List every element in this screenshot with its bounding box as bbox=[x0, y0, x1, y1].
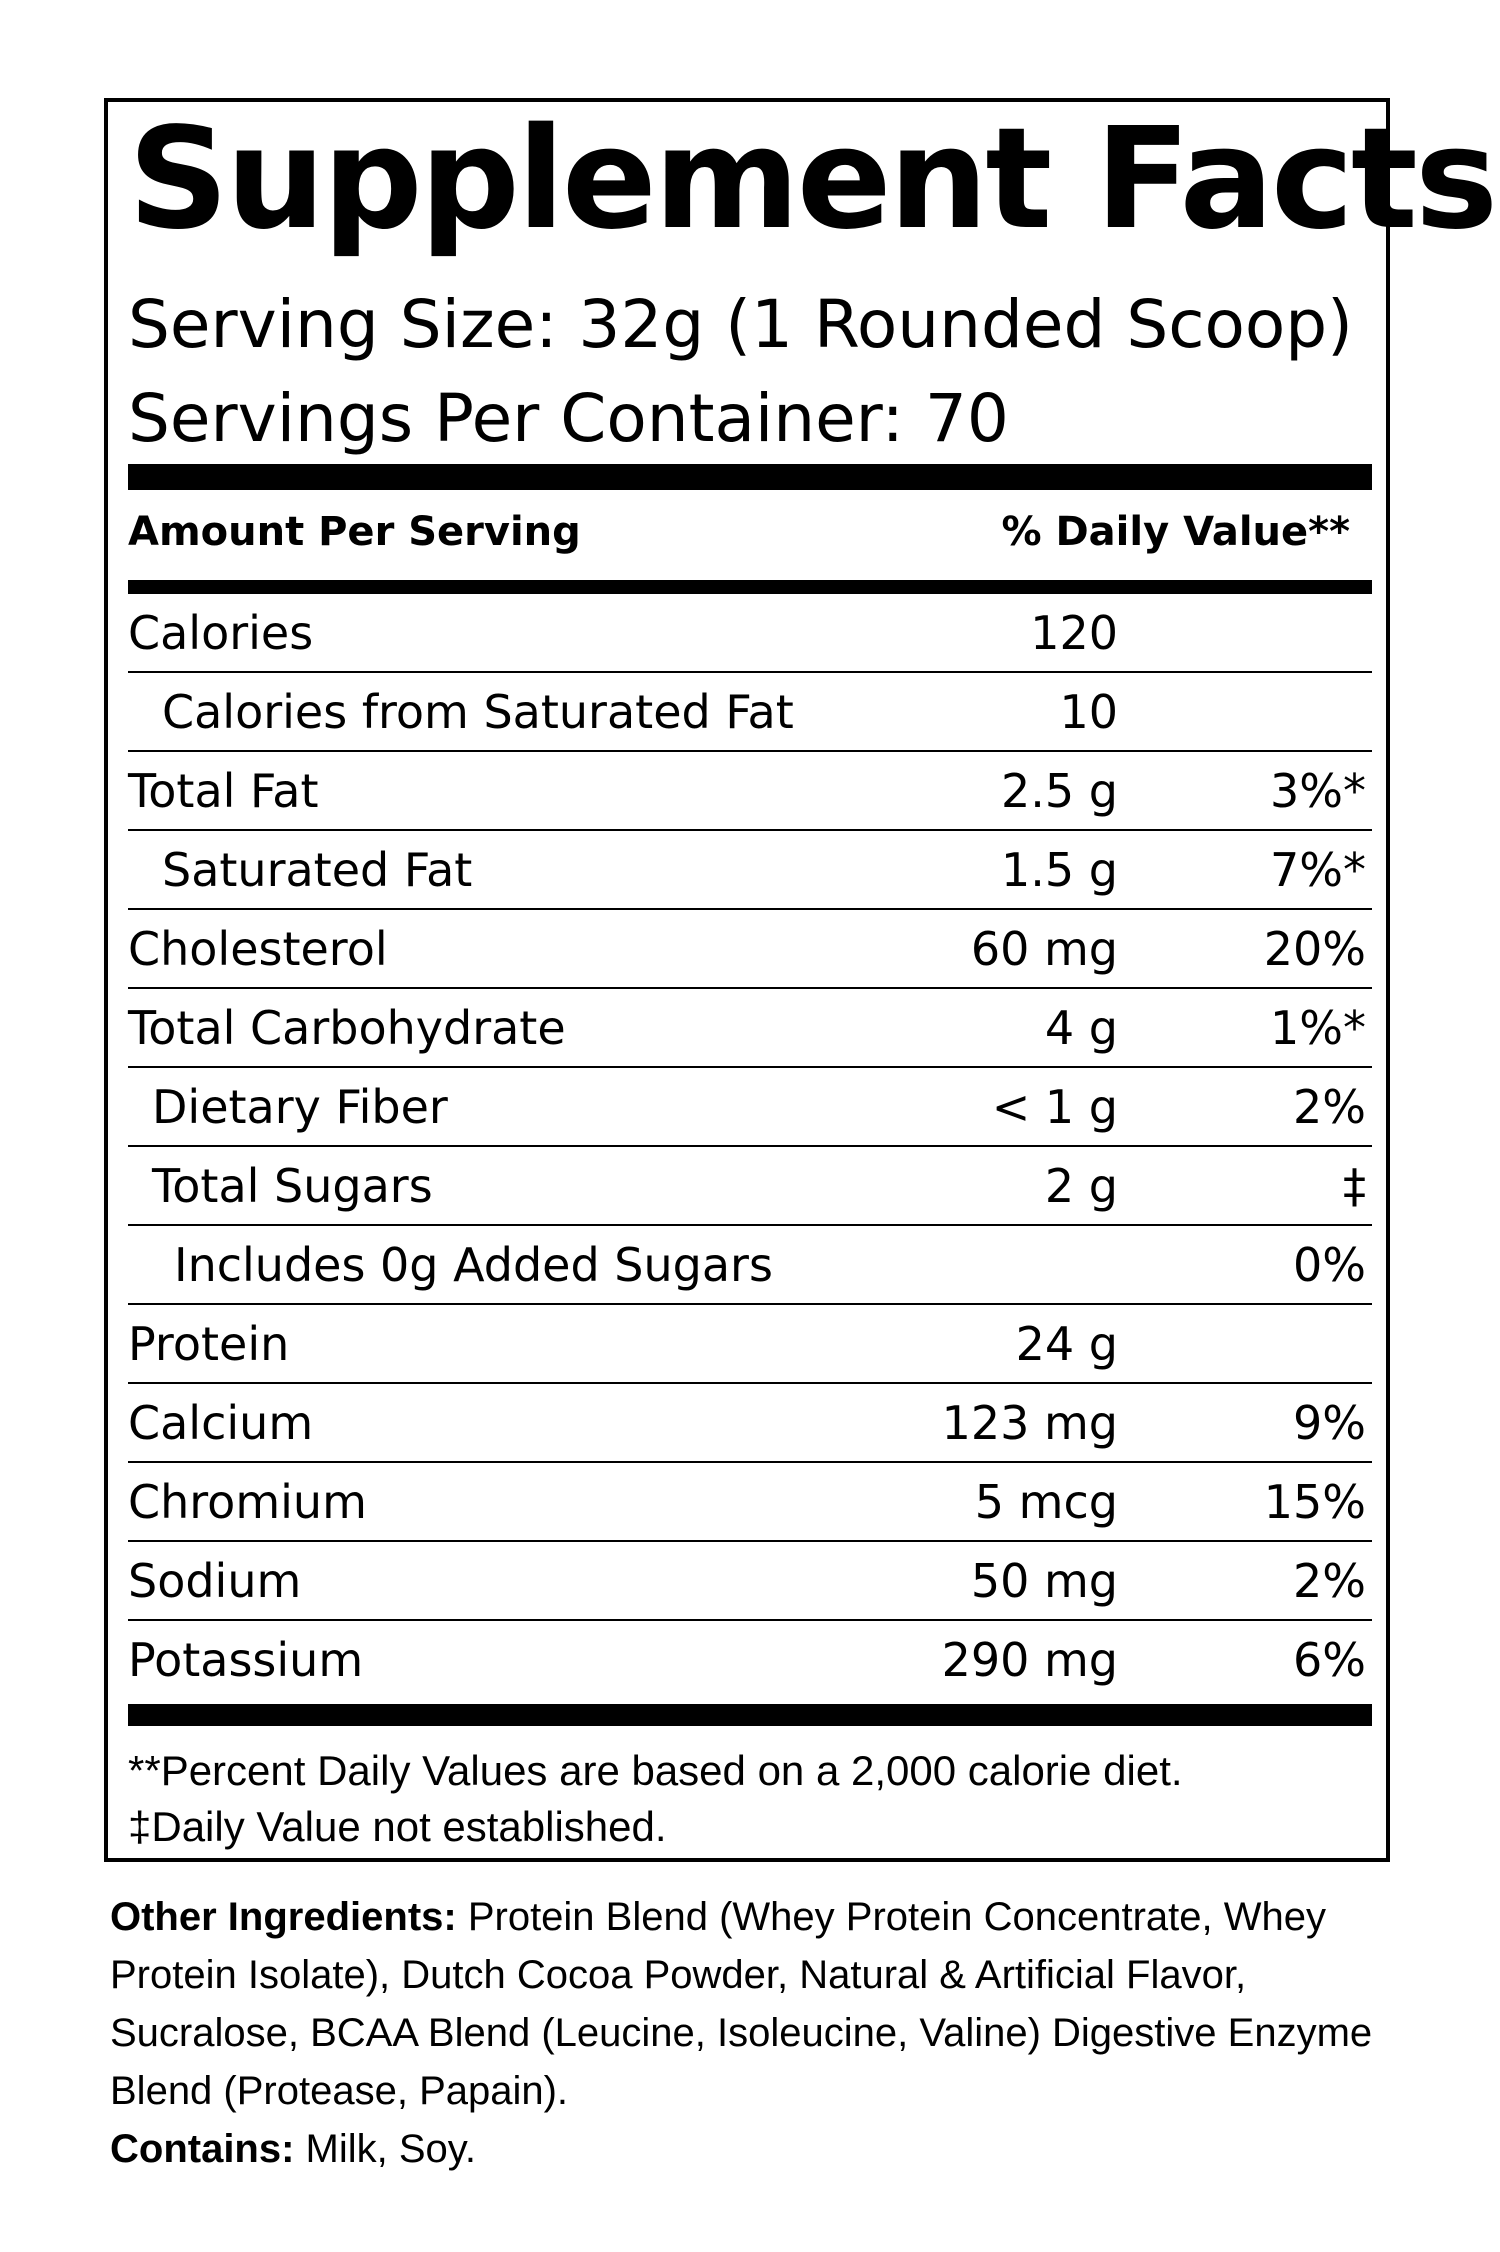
nutrient-amount: 120 bbox=[1030, 606, 1118, 660]
other-ingredients-label: Other Ingredients: bbox=[110, 1895, 457, 1939]
nutrient-amount: 290 mg bbox=[941, 1633, 1118, 1687]
nutrient-row: Total Fat 2.5 g 3%* bbox=[128, 752, 1372, 831]
nutrient-row: Potassium 290 mg 6% bbox=[128, 1621, 1372, 1700]
nutrient-amount: < 1 g bbox=[991, 1080, 1118, 1134]
nutrient-name: Total Fat bbox=[128, 764, 319, 818]
nutrient-row: Chromium 5 mcg 15% bbox=[128, 1463, 1372, 1542]
nutrient-name: Sodium bbox=[128, 1554, 302, 1608]
nutrient-row: Total Carbohydrate 4 g 1%* bbox=[128, 989, 1372, 1068]
daily-value-footnote: **Percent Daily Values are based on a 2,… bbox=[128, 1747, 1183, 1794]
contains-text: Milk, Soy. bbox=[294, 2127, 476, 2171]
nutrient-daily-value: 15% bbox=[1263, 1475, 1366, 1529]
contains-allergens: Contains: Milk, Soy. bbox=[110, 2120, 1400, 2178]
nutrient-name: Includes 0g Added Sugars bbox=[174, 1238, 773, 1292]
nutrient-name: Calories from Saturated Fat bbox=[162, 685, 794, 739]
nutrient-row: Dietary Fiber < 1 g 2% bbox=[128, 1068, 1372, 1147]
nutrient-daily-value: 6% bbox=[1293, 1633, 1366, 1687]
nutrient-row: Saturated Fat 1.5 g 7%* bbox=[128, 831, 1372, 910]
other-ingredients-text: Protein Blend (Whey Protein Concentrate,… bbox=[110, 1895, 1373, 2113]
nutrient-row: Cholesterol 60 mg 20% bbox=[128, 910, 1372, 989]
nutrient-row: Protein 24 g bbox=[128, 1305, 1372, 1384]
nutrient-row: Total Sugars 2 g ‡ bbox=[128, 1147, 1372, 1226]
nutrient-amount: 4 g bbox=[1044, 1001, 1118, 1055]
not-established-footnote: ‡Daily Value not established. bbox=[128, 1803, 667, 1850]
serving-size: Serving Size: 32g (1 Rounded Scoop) bbox=[128, 286, 1353, 363]
nutrient-name: Calories bbox=[128, 606, 314, 660]
nutrient-name: Total Carbohydrate bbox=[128, 1001, 566, 1055]
nutrient-daily-value: 3%* bbox=[1270, 764, 1366, 818]
supplement-facts-panel: Supplement Facts Serving Size: 32g (1 Ro… bbox=[104, 98, 1498, 1862]
nutrient-daily-value: 7%* bbox=[1270, 843, 1366, 897]
nutrient-amount: 10 bbox=[1059, 685, 1118, 739]
nutrient-daily-value: 1%* bbox=[1270, 1001, 1366, 1055]
nutrient-daily-value: 9% bbox=[1293, 1396, 1366, 1450]
nutrient-daily-value: 2% bbox=[1293, 1554, 1366, 1608]
nutrient-amount: 1.5 g bbox=[1001, 843, 1118, 897]
nutrient-name: Protein bbox=[128, 1317, 290, 1371]
nutrient-row: Calories 120 bbox=[128, 594, 1372, 673]
nutrient-amount: 2 g bbox=[1044, 1159, 1118, 1213]
contains-label: Contains: bbox=[110, 2127, 295, 2171]
nutrient-daily-value: ‡ bbox=[1343, 1159, 1366, 1213]
nutrient-amount: 60 mg bbox=[970, 922, 1118, 976]
servings-per-container: Servings Per Container: 70 bbox=[128, 380, 1009, 457]
nutrient-amount: 50 mg bbox=[970, 1554, 1118, 1608]
nutrient-name: Cholesterol bbox=[128, 922, 388, 976]
nutrient-row: Calories from Saturated Fat 10 bbox=[128, 673, 1372, 752]
ingredients-statement: Other Ingredients: Protein Blend (Whey P… bbox=[110, 1888, 1400, 2178]
medium-divider bbox=[128, 580, 1372, 594]
label-title: Supplement Facts bbox=[128, 98, 1498, 261]
nutrient-row: Includes 0g Added Sugars 0% bbox=[128, 1226, 1372, 1305]
amount-per-serving-header: Amount Per Serving bbox=[128, 509, 581, 555]
nutrient-daily-value: 20% bbox=[1263, 922, 1366, 976]
nutrient-daily-value: 0% bbox=[1293, 1238, 1366, 1292]
thick-divider-bottom bbox=[128, 1704, 1372, 1726]
other-ingredients: Other Ingredients: Protein Blend (Whey P… bbox=[110, 1888, 1400, 2120]
nutrient-name: Total Sugars bbox=[152, 1159, 433, 1213]
nutrient-name: Saturated Fat bbox=[162, 843, 473, 897]
nutrient-name: Dietary Fiber bbox=[152, 1080, 448, 1134]
nutrient-name: Chromium bbox=[128, 1475, 367, 1529]
nutrient-row: Sodium 50 mg 2% bbox=[128, 1542, 1372, 1621]
nutrient-name: Potassium bbox=[128, 1633, 364, 1687]
nutrient-amount: 5 mcg bbox=[974, 1475, 1118, 1529]
nutrient-amount: 24 g bbox=[1015, 1317, 1118, 1371]
daily-value-header: % Daily Value** bbox=[1001, 509, 1350, 555]
nutrient-amount: 123 mg bbox=[941, 1396, 1118, 1450]
nutrient-name: Calcium bbox=[128, 1396, 314, 1450]
nutrient-amount: 2.5 g bbox=[1001, 764, 1118, 818]
nutrient-row: Calcium 123 mg 9% bbox=[128, 1384, 1372, 1463]
nutrient-table: Calories 120 Calories from Saturated Fat… bbox=[128, 594, 1372, 1700]
thick-divider-top bbox=[128, 464, 1372, 490]
nutrient-daily-value: 2% bbox=[1293, 1080, 1366, 1134]
